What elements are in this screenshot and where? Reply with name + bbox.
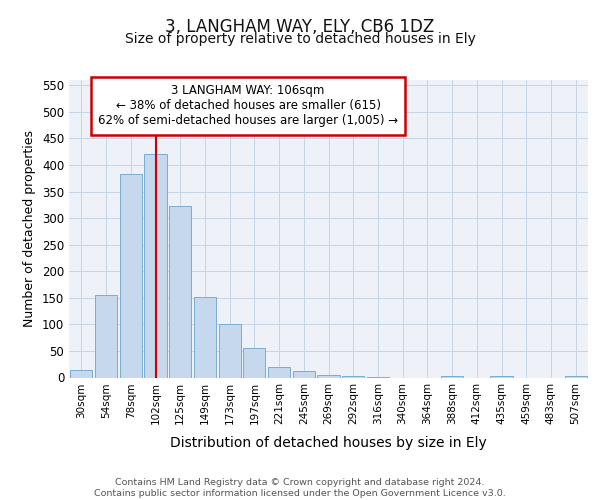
Text: 3, LANGHAM WAY, ELY, CB6 1DZ: 3, LANGHAM WAY, ELY, CB6 1DZ [166,18,434,36]
Bar [490,376,512,378]
Text: Size of property relative to detached houses in Ely: Size of property relative to detached ho… [125,32,475,46]
Bar [342,376,364,378]
X-axis label: Distribution of detached houses by size in Ely: Distribution of detached houses by size … [170,436,487,450]
Bar [218,324,241,378]
Text: 3 LANGHAM WAY: 106sqm
← 38% of detached houses are smaller (615)
62% of semi-det: 3 LANGHAM WAY: 106sqm ← 38% of detached … [98,84,398,128]
Bar [293,371,315,378]
Text: Contains HM Land Registry data © Crown copyright and database right 2024.
Contai: Contains HM Land Registry data © Crown c… [94,478,506,498]
Y-axis label: Number of detached properties: Number of detached properties [23,130,37,327]
Bar [169,206,191,378]
Bar [119,174,142,378]
Bar [565,376,587,378]
Bar [367,377,389,378]
Bar [145,154,167,378]
Bar [95,295,117,378]
Bar [268,367,290,378]
Bar [243,348,265,378]
Bar [441,376,463,378]
Bar [317,375,340,378]
Bar [70,370,92,378]
Bar [194,296,216,378]
